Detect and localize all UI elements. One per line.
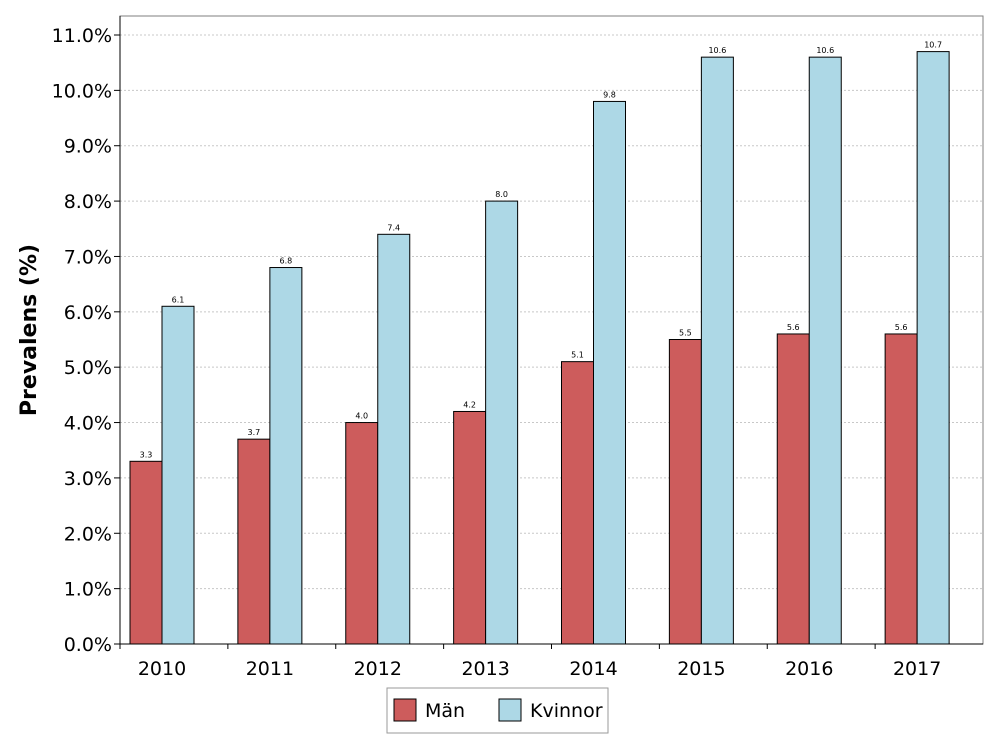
x-tick-label: 2014 xyxy=(569,658,617,680)
bar-kvinnor xyxy=(700,56,734,645)
y-tick-label: 10.0% xyxy=(52,80,112,102)
x-tick-label: 2017 xyxy=(893,658,941,680)
data-label: 7.4 xyxy=(387,223,400,232)
bar-man xyxy=(237,438,271,645)
data-label: 4.2 xyxy=(463,400,476,409)
y-axis-label: Prevalens (%) xyxy=(17,244,42,416)
legend: Män Kvinnor xyxy=(386,687,609,734)
bar-man xyxy=(129,460,163,645)
y-tick-label: 2.0% xyxy=(64,523,112,545)
y-tick-label: 1.0% xyxy=(64,579,112,601)
legend-swatch xyxy=(498,698,522,722)
data-label: 5.6 xyxy=(895,323,908,332)
bar-man xyxy=(561,361,594,645)
bar-man xyxy=(345,422,379,645)
x-tick-label: 2012 xyxy=(354,658,402,680)
x-tick-label: 2011 xyxy=(246,658,294,680)
bar-kvinnor xyxy=(485,200,519,645)
bar-kvinnor xyxy=(808,56,842,645)
legend-label: Män xyxy=(425,700,465,722)
data-label: 5.6 xyxy=(787,323,800,332)
legend-swatch xyxy=(393,698,417,722)
data-label: 3.3 xyxy=(140,450,153,459)
data-label: 10.6 xyxy=(708,46,726,55)
y-tick-label: 8.0% xyxy=(64,191,112,213)
y-tick-label: 6.0% xyxy=(64,302,112,324)
y-tick-label: 0.0% xyxy=(64,634,112,656)
data-label: 5.5 xyxy=(679,329,692,338)
y-tick-label: 7.0% xyxy=(64,246,112,268)
y-tick-label: 9.0% xyxy=(64,136,112,158)
data-label: 3.7 xyxy=(248,428,261,437)
data-label: 10.7 xyxy=(924,41,942,50)
legend-label: Kvinnor xyxy=(530,700,603,722)
bar-man xyxy=(668,339,702,645)
y-tick-label: 11.0% xyxy=(52,25,112,47)
bar-man xyxy=(884,333,918,645)
data-label: 6.1 xyxy=(172,295,185,304)
bar-kvinnor xyxy=(593,100,626,645)
bar-kvinnor xyxy=(161,305,195,645)
y-tick-label: 5.0% xyxy=(64,357,112,379)
legend-box xyxy=(386,687,609,734)
data-label: 9.8 xyxy=(603,90,616,99)
y-tick-label: 4.0% xyxy=(64,413,112,435)
x-tick-label: 2015 xyxy=(677,658,725,680)
x-tick-label: 2010 xyxy=(138,658,186,680)
y-tick-label: 3.0% xyxy=(64,468,112,490)
bar-kvinnor xyxy=(269,267,303,645)
bar-kvinnor xyxy=(377,233,411,645)
data-label: 6.8 xyxy=(280,257,293,266)
bar-kvinnor xyxy=(916,51,950,645)
data-label: 4.0 xyxy=(355,412,368,421)
bar-man xyxy=(776,333,810,645)
x-tick-label: 2016 xyxy=(785,658,833,680)
data-label: 5.1 xyxy=(571,351,584,360)
bar-man xyxy=(453,410,487,645)
data-label: 10.6 xyxy=(816,46,834,55)
data-label: 8.0 xyxy=(495,190,508,199)
x-tick-label: 2013 xyxy=(461,658,509,680)
